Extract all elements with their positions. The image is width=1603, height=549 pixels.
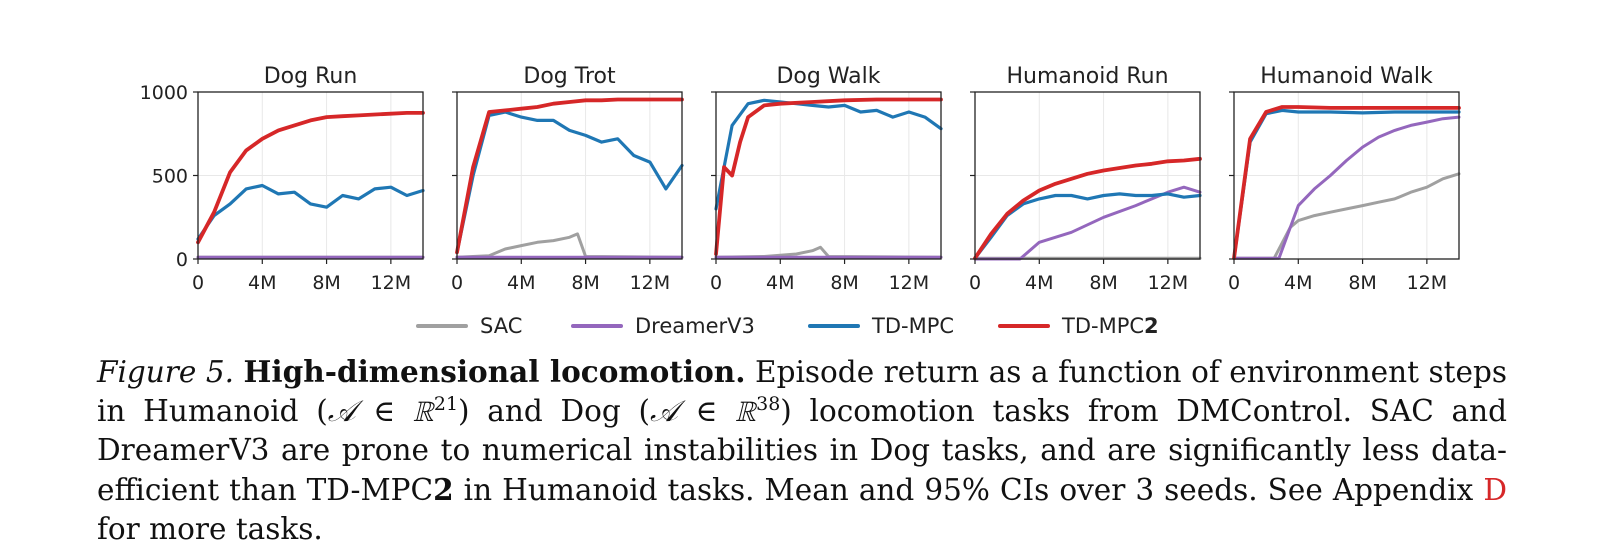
x-tick-label: 12M bbox=[371, 272, 412, 294]
chart-title: Dog Trot bbox=[523, 64, 616, 89]
figure-caption: Figure 5. High-dimensional locomotion. E… bbox=[97, 352, 1507, 549]
series-line-dreamerv3 bbox=[1232, 115, 1461, 260]
series-line-td-mpc bbox=[455, 110, 684, 254]
caption-text: ) locomotion tasks from DMControl. SAC a… bbox=[97, 394, 1508, 507]
caption-text: for more tasks. bbox=[97, 512, 323, 546]
caption-title: High-dimensional locomotion. bbox=[243, 354, 746, 389]
y-tick-label: 0 bbox=[176, 249, 188, 271]
legend-label: TD-MPC bbox=[871, 314, 954, 338]
x-tick-label: 12M bbox=[630, 272, 671, 294]
caption-text: Episode return as a function of environm… bbox=[97, 355, 1507, 428]
chart-panel-humanoid-run: 0 4M 8M 12M Humanoid Run bbox=[969, 64, 1202, 294]
x-tick-label: 0 bbox=[192, 272, 204, 294]
x-tick-label: 0 bbox=[451, 272, 463, 294]
caption-bold: 2 bbox=[433, 472, 454, 507]
chart-panel-humanoid-walk: 0 4M 8M 12M Humanoid Walk bbox=[1228, 64, 1461, 294]
caption-math: 𝒜 ∈ ℝ bbox=[650, 394, 757, 428]
series-line-td-mpc2 bbox=[196, 111, 425, 245]
series-line-td-mpc2 bbox=[455, 97, 684, 255]
series-line-sac bbox=[1232, 172, 1461, 260]
caption-text: ) and Dog ( bbox=[458, 394, 650, 428]
series-line-td-mpc2 bbox=[1232, 105, 1461, 261]
x-tick-label: 4M bbox=[248, 272, 276, 294]
chart-title: Humanoid Run bbox=[1006, 64, 1168, 89]
legend-label: DreamerV3 bbox=[635, 314, 755, 338]
chart-panel-dog-walk: 0 4M 8M 12M Dog Walk bbox=[710, 64, 943, 294]
x-tick-label: 4M bbox=[1284, 272, 1312, 294]
x-tick-label: 4M bbox=[507, 272, 535, 294]
series-line-dreamerv3 bbox=[973, 185, 1202, 261]
legend-label: TD-MPC2 bbox=[1061, 314, 1159, 338]
series-line-td-mpc bbox=[196, 183, 425, 241]
y-tick-label: 1000 bbox=[140, 82, 188, 104]
chart-title: Dog Run bbox=[264, 64, 358, 89]
legend: SAC DreamerV3 TD-MPC TD-MPC2 bbox=[416, 314, 1159, 338]
caption-text: in Humanoid tasks. Mean and 95% CIs over… bbox=[453, 473, 1484, 507]
y-tick-label: 500 bbox=[152, 166, 188, 188]
caption-label: Figure 5. bbox=[97, 355, 235, 389]
x-tick-label: 4M bbox=[1025, 272, 1053, 294]
x-tick-label: 8M bbox=[1089, 272, 1117, 294]
legend-label: SAC bbox=[480, 314, 522, 338]
series-line-sac bbox=[455, 232, 684, 259]
x-tick-label: 0 bbox=[710, 272, 722, 294]
x-tick-label: 12M bbox=[889, 272, 930, 294]
chart-panel-dog-trot: 0 4M 8M 12M Dog Trot bbox=[451, 64, 684, 294]
caption-sup: 38 bbox=[756, 393, 781, 416]
series-line-td-mpc2 bbox=[973, 156, 1202, 261]
chart-panel-dog-run: 0 4M 8M 12M 0 500 1000 Dog Run bbox=[140, 64, 425, 294]
chart-title: Dog Walk bbox=[776, 64, 880, 89]
series-line-td-mpc bbox=[714, 98, 943, 211]
x-tick-label: 12M bbox=[1148, 272, 1189, 294]
x-tick-label: 0 bbox=[1228, 272, 1240, 294]
caption-sup: 21 bbox=[433, 393, 459, 416]
x-tick-label: 8M bbox=[312, 272, 340, 294]
appendix-link[interactable]: D bbox=[1483, 473, 1507, 507]
x-tick-label: 12M bbox=[1407, 272, 1448, 294]
x-tick-label: 8M bbox=[830, 272, 858, 294]
series-line-td-mpc2 bbox=[714, 97, 943, 256]
chart-title: Humanoid Walk bbox=[1260, 64, 1433, 89]
x-tick-label: 8M bbox=[571, 272, 599, 294]
x-tick-label: 8M bbox=[1348, 272, 1376, 294]
caption-math: 𝒜 ∈ ℝ bbox=[327, 394, 434, 428]
series-line-td-mpc bbox=[1232, 108, 1461, 260]
x-tick-label: 4M bbox=[766, 272, 794, 294]
x-tick-label: 0 bbox=[969, 272, 981, 294]
